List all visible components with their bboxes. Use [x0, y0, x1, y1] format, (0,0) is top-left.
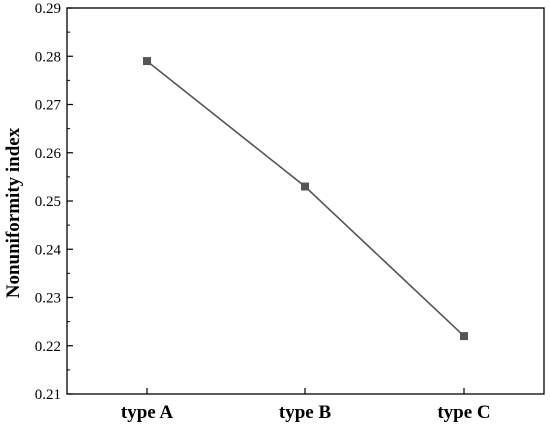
y-tick-label: 0.27 [35, 98, 62, 114]
y-tick-label: 0.26 [35, 146, 62, 162]
data-point-marker [143, 57, 151, 66]
x-category-label: type B [279, 402, 332, 423]
series-line [146, 60, 465, 337]
x-axis-category-labels: type A type B type C [121, 402, 491, 423]
y-tick-label: 0.21 [35, 387, 61, 403]
x-axis-ticks [146, 388, 465, 394]
plot-border [66, 7, 545, 395]
data-point-marker [460, 332, 468, 341]
y-tick-label: 0.25 [35, 194, 61, 210]
plot-frame [66, 7, 545, 395]
x-category-label: type A [121, 402, 174, 423]
y-axis-ticks [67, 7, 73, 395]
y-tick-label: 0.29 [35, 1, 61, 17]
series-group [143, 57, 468, 341]
y-tick-label: 0.23 [35, 291, 61, 307]
y-axis-tick-labels: 0.21 0.22 0.23 0.24 0.25 0.26 0.27 0.28 0.29 [35, 1, 62, 403]
x-category-label: type C [437, 402, 490, 423]
y-tick-label: 0.22 [35, 339, 61, 355]
y-axis-title: Nonuniformity index [3, 127, 24, 298]
y-tick-label: 0.28 [35, 49, 61, 65]
y-tick-label: 0.24 [35, 242, 62, 258]
data-point-marker [301, 182, 309, 191]
